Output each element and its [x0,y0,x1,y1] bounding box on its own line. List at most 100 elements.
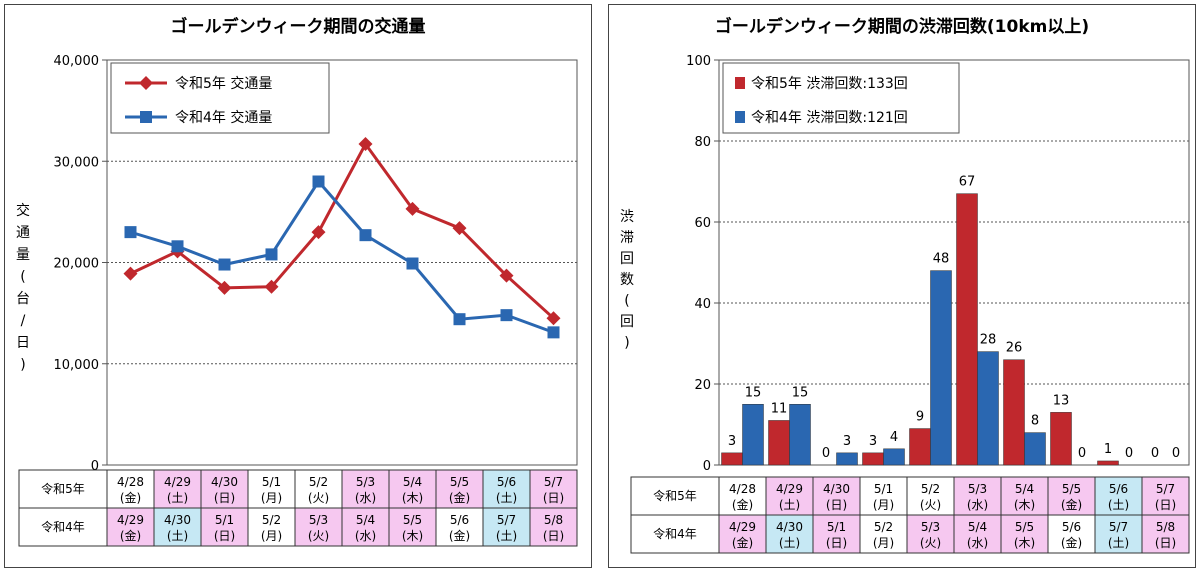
data-point-diamond [264,279,279,294]
weekday-label: (金) [732,535,753,550]
y-tick-label: 20,000 [54,257,100,272]
weekday-label: (水) [967,498,988,512]
y-axis-label: 交通量(台/日) [16,202,30,373]
bar [1097,460,1119,466]
data-label: 48 [933,252,950,267]
date-label: 4/29 [117,513,144,527]
date-label: 5/3 [968,482,987,496]
date-label: 5/6 [1062,520,1081,534]
date-cell [1094,514,1143,554]
weekday-label: (火) [920,498,941,512]
weekday-label: (水) [967,536,988,550]
bar [883,448,905,466]
weekday-label: (日) [826,498,847,512]
legend-entry: 令和4年 渋滞回数:121回 [751,110,908,126]
data-label: 0 [1151,446,1159,461]
date-label: 5/1 [262,475,281,489]
series-line [129,141,555,320]
weekday-label: (日) [214,491,235,505]
date-label: 5/1 [827,520,846,534]
date-label: 5/5 [403,513,422,527]
date-label: 5/1 [215,513,234,527]
row-header-label: 令和4年 [41,519,85,534]
data-point-diamond [358,137,373,152]
y-tick-label: 20 [694,378,711,393]
date-cell [529,507,578,547]
data-point-square [265,248,278,261]
legend-entry: 令和5年 交通量 [175,75,272,92]
data-point-square [547,326,560,339]
date-label: 5/2 [309,475,328,489]
date-label: 5/5 [450,475,469,489]
data-label: 9 [916,410,924,425]
weekday-label: (土) [1108,536,1129,550]
weekday-label: (金) [449,528,470,543]
bar [930,270,952,466]
date-cell [859,476,908,516]
weekday-label: (水) [355,529,376,543]
date-label: 5/3 [921,520,940,534]
weekday-label: (金) [120,490,141,505]
date-cell [1000,514,1049,554]
y-axis-label: 渋滞回数(回) [620,209,634,351]
date-label: 5/4 [968,520,987,534]
data-label: 0 [1125,446,1133,461]
date-label: 4/30 [211,475,238,489]
date-label: 5/3 [356,475,375,489]
legend-swatch [735,77,745,89]
date-label: 5/5 [1015,520,1034,534]
date-label: 5/7 [497,513,516,527]
data-label: 3 [843,434,851,449]
weekday-label: (月) [261,491,282,505]
legend-swatch-marker [139,76,153,90]
legend-swatch [735,111,745,123]
y-tick-label: 0 [91,459,99,474]
data-point-diamond [546,311,561,326]
data-point-square [406,257,419,270]
bar [1050,412,1072,466]
data-point-square [359,229,372,242]
weekday-label: (火) [308,529,329,543]
date-cell [200,469,249,509]
congestion-count-chart: ゴールデンウィーク期間の渋滞回数(10km以上) 渋滞回数(回) 0204060… [620,16,1190,554]
data-label: 13 [1053,393,1070,408]
date-cell [906,514,955,554]
date-label: 4/29 [729,520,756,534]
legend-box [722,62,960,134]
weekday-label: (日) [543,491,564,505]
weekday-label: (金) [449,490,470,505]
weekday-label: (土) [779,498,800,512]
data-point-diamond [311,225,326,240]
date-label: 5/1 [874,482,893,496]
date-label: 4/30 [776,520,803,534]
date-label: 4/28 [729,482,756,496]
date-label: 5/3 [309,513,328,527]
weekday-label: (火) [920,536,941,550]
date-label: 5/2 [874,520,893,534]
data-label: 0 [1078,446,1086,461]
data-point-square [171,240,184,253]
date-cell [1047,514,1096,554]
series-line [130,179,555,334]
weekday-label: (日) [826,536,847,550]
date-cell [1047,476,1096,516]
date-cell [1141,514,1190,554]
date-label: 5/2 [262,513,281,527]
row-header-cell [630,476,720,516]
date-label: 5/7 [1109,520,1128,534]
date-label: 5/7 [1156,482,1175,496]
date-cell [482,507,531,547]
row-header-label: 令和5年 [41,481,85,496]
weekday-label: (日) [1155,536,1176,550]
data-point-square [312,175,325,188]
data-label: 3 [728,434,736,449]
date-cell [482,469,531,509]
y-tick-label: 100 [686,54,711,69]
chart-title: ゴールデンウィーク期間の交通量 [171,16,426,37]
traffic-volume-chart: ゴールデンウィーク期間の交通量 交通量(台/日) 0 10,000 20,000 30… [16,16,578,547]
data-label: 15 [792,385,809,400]
left-date-table: 令和5年 4/28(金)4/29(土)4/30(日)5/1(月)5/2(火)5/3… [18,469,578,547]
date-cell [765,514,814,554]
weekday-label: (木) [402,529,423,543]
right-date-table: 令和5年 4/28(金)4/29(土)4/30(日)5/1(月)5/2(火)5/3… [630,476,1190,554]
